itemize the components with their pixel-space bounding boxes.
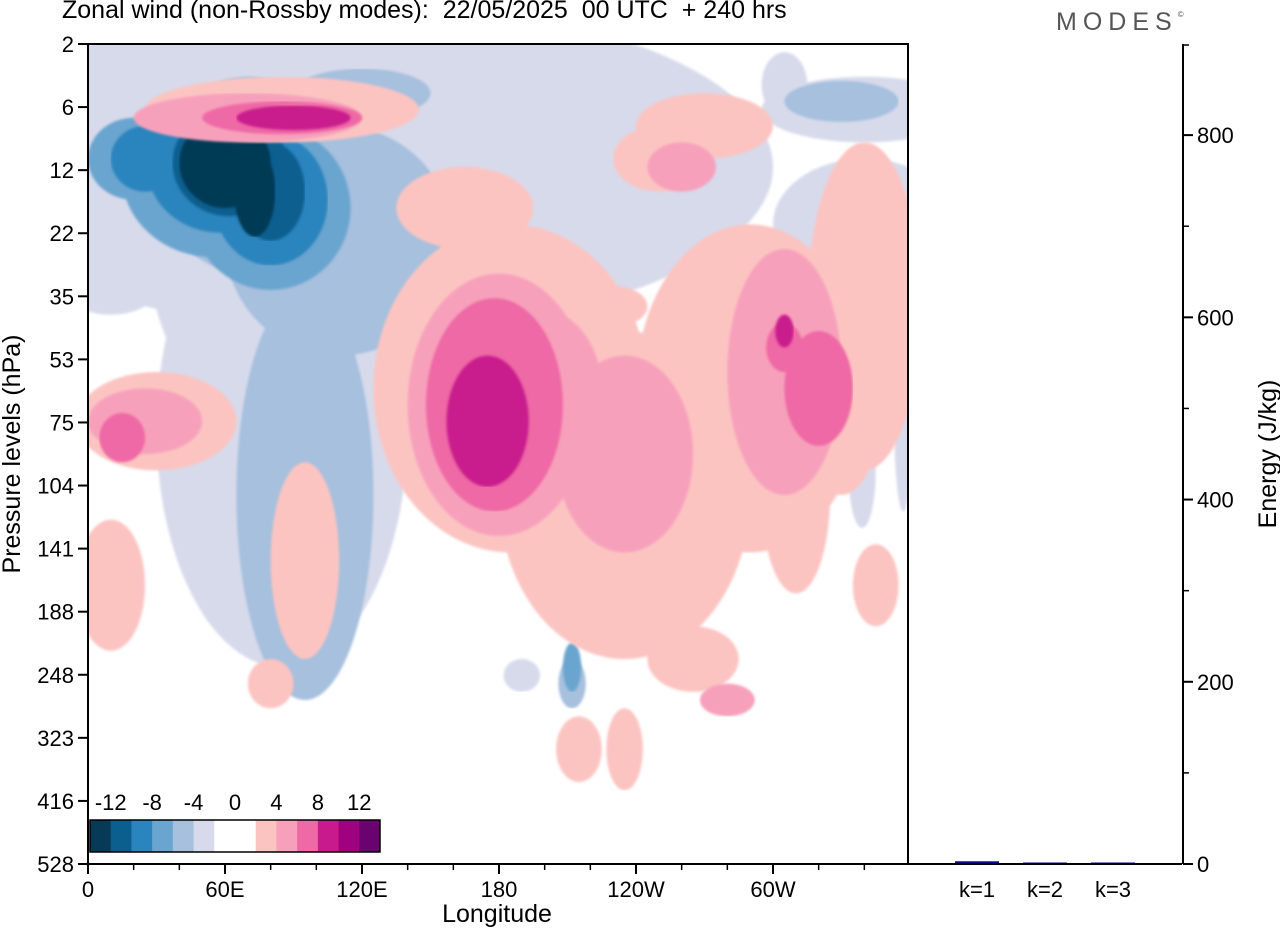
contour-region <box>606 708 643 791</box>
y-tick-label: 6 <box>62 95 74 120</box>
colorbar-label: 12 <box>347 790 371 815</box>
brand-mark: © <box>1177 10 1184 19</box>
energy-bar-chart: k=1 k=2 k=3 <box>955 861 1135 902</box>
contour-region <box>699 683 755 717</box>
contour-region <box>446 355 529 487</box>
colorbar-label: 8 <box>312 790 324 815</box>
energy-tick-label: 800 <box>1197 123 1234 148</box>
colorbar-swatch <box>359 820 381 852</box>
y-tick-label: 188 <box>37 600 74 625</box>
contour-region <box>775 314 794 348</box>
y-axis-label: Pressure levels (hPa) <box>0 335 26 574</box>
contour-region <box>852 544 899 627</box>
bar-category-label: k=3 <box>1095 877 1131 902</box>
energy-tick-label: 400 <box>1197 488 1234 513</box>
contour-region <box>396 167 534 249</box>
colorbar-frame <box>89 819 381 853</box>
contour-region <box>647 142 716 192</box>
brand-logo: MODES© <box>1056 8 1184 37</box>
contour-region <box>784 80 899 122</box>
x-axis: 0 60E 120E 180 120W 60W <box>82 864 866 902</box>
y-tick-label: 22 <box>50 221 74 246</box>
brand-text: MODES <box>1056 8 1178 36</box>
bar-category-label: k=1 <box>959 877 995 902</box>
colorbar-swatch <box>338 820 360 852</box>
contour-region <box>88 265 157 315</box>
y-tick-label: 104 <box>37 474 74 499</box>
y-axis: 2 6 12 22 35 53 75 104 141 188 248 323 416 528 <box>37 32 88 877</box>
contour-region <box>247 659 294 709</box>
colorbar-legend: -12 -8 -4 0 4 8 12 <box>89 790 381 853</box>
x-axis-label: Longitude <box>442 900 552 928</box>
y-tick-label: 528 <box>37 852 74 877</box>
colorbar-swatch <box>193 820 215 852</box>
y-tick-label: 141 <box>37 537 74 562</box>
contour-region <box>234 146 276 237</box>
x-tick-label: 0 <box>82 877 94 902</box>
colorbar-swatch <box>276 820 298 852</box>
colorbar-label: 4 <box>270 790 282 815</box>
x-tick-label: 120E <box>336 877 387 902</box>
x-tick-label: 60W <box>750 877 795 902</box>
y-tick-label: 12 <box>50 158 74 183</box>
colorbar-label: -8 <box>142 790 162 815</box>
y-tick-label: 416 <box>37 789 74 814</box>
x-tick-label: 60E <box>205 877 244 902</box>
colorbar-label: -4 <box>184 790 204 815</box>
contour-field <box>88 44 908 791</box>
contour-region <box>110 126 180 192</box>
energy-axis: 0 200 400 600 800 <box>1183 44 1234 877</box>
colorbar-swatch <box>152 820 174 852</box>
contour-region <box>236 105 351 131</box>
colorbar-swatch <box>214 820 236 852</box>
y-tick-label: 248 <box>37 663 74 688</box>
colorbar-swatch <box>172 820 195 852</box>
energy-bar <box>955 861 999 864</box>
y-tick-label: 53 <box>50 347 74 372</box>
contour-region <box>784 331 853 446</box>
energy-tick-label: 200 <box>1197 670 1234 695</box>
contour-region <box>270 462 340 659</box>
colorbar-swatch <box>110 820 132 852</box>
contour-region <box>578 285 648 327</box>
contour-region <box>99 413 146 463</box>
contour-region <box>562 642 582 692</box>
colorbar-swatch <box>297 820 319 852</box>
colorbar-label: -12 <box>95 790 127 815</box>
colorbar-swatch <box>90 820 112 852</box>
contour-region <box>647 626 739 692</box>
colorbar-swatch <box>131 820 153 852</box>
colorbar-swatch <box>255 820 277 852</box>
contour-region <box>503 659 541 692</box>
contour-region <box>556 716 602 782</box>
bar-category-label: k=2 <box>1027 877 1063 902</box>
y-tick-label: 35 <box>50 284 74 309</box>
colorbar-label: 0 <box>229 790 241 815</box>
contour-region <box>88 519 146 651</box>
chart-title: Zonal wind (non-Rossby modes): 22/05/202… <box>62 0 787 24</box>
colorbar-swatch <box>317 820 340 852</box>
y-tick-label: 2 <box>62 32 74 57</box>
y-tick-label: 323 <box>37 726 74 751</box>
x-tick-label: 120W <box>607 877 665 902</box>
energy-tick-label: 0 <box>1197 852 1209 877</box>
energy-axis-label: Energy (J/kg) <box>1254 380 1280 529</box>
x-tick-label: 180 <box>481 877 518 902</box>
colorbar-swatch <box>235 820 257 852</box>
energy-tick-label: 600 <box>1197 305 1234 330</box>
y-tick-label: 75 <box>50 410 74 435</box>
contour-level-10 <box>236 105 794 487</box>
